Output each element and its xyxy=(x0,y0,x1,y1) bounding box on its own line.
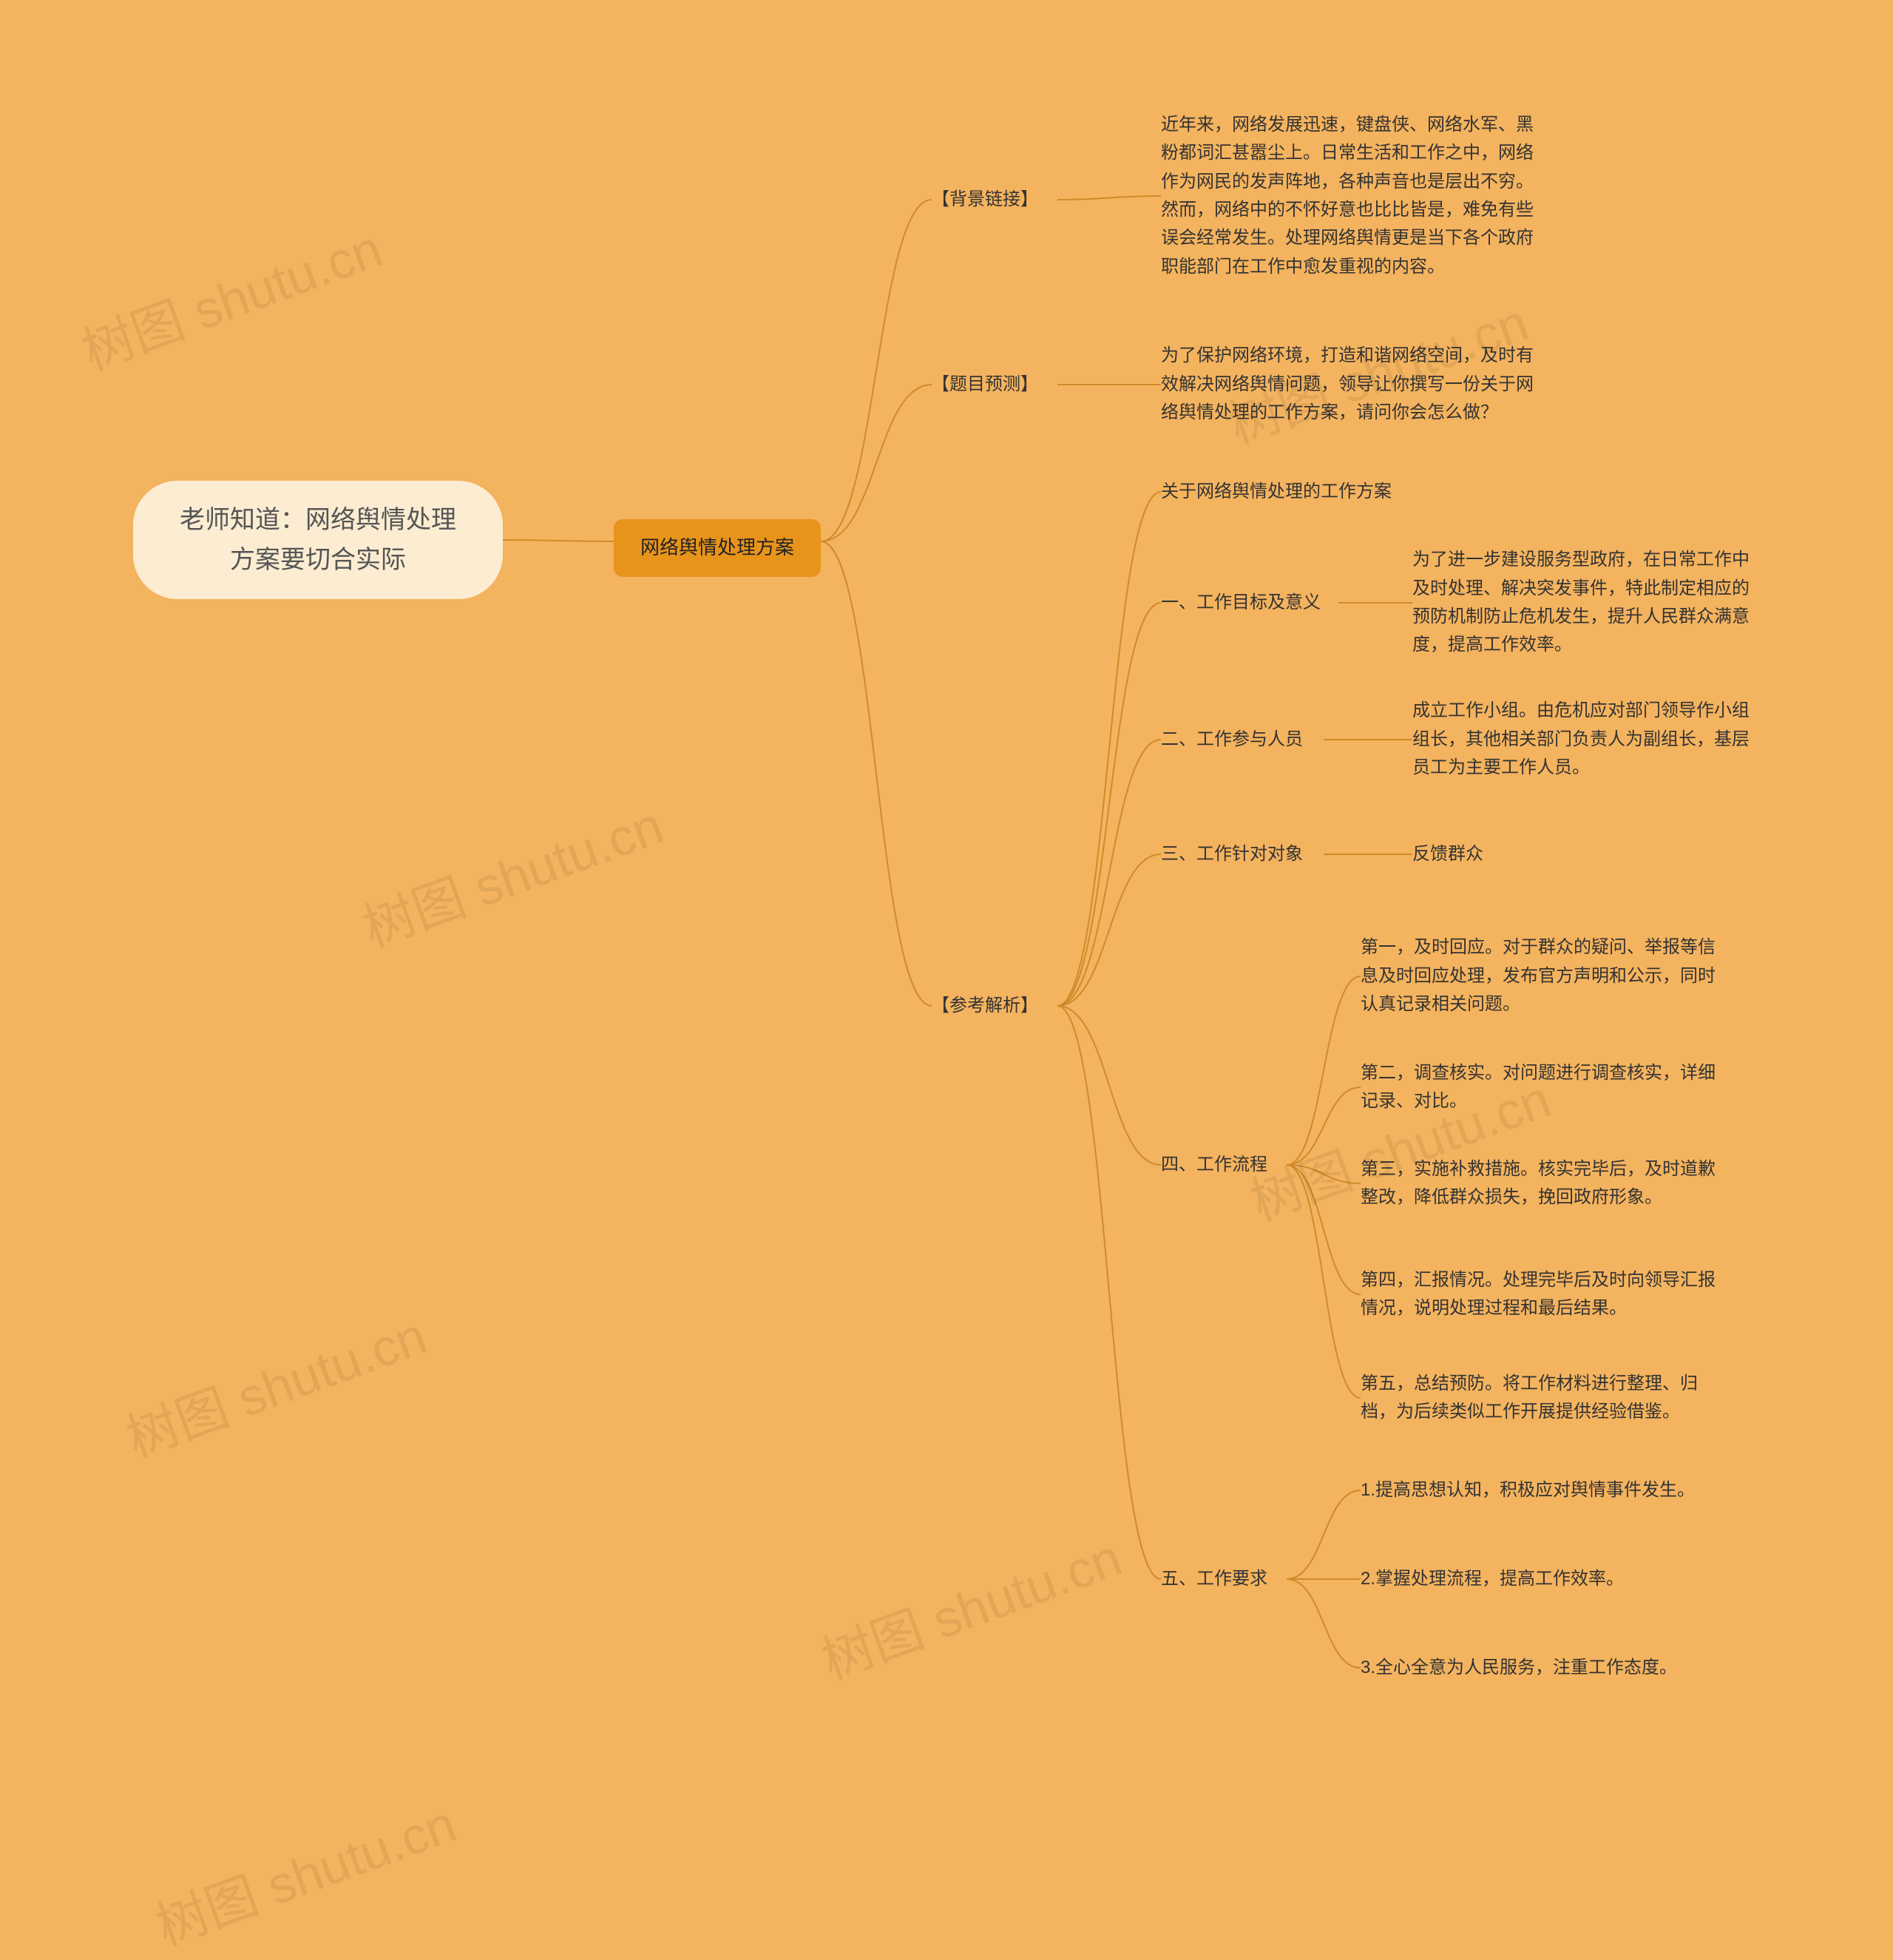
mindmap-edge xyxy=(1057,1006,1161,1165)
mindmap-node: 一、工作目标及意义 xyxy=(1161,588,1338,618)
node-label: 三、工作针对对象 xyxy=(1161,840,1303,868)
node-label: 【背景链接】 xyxy=(932,186,1038,214)
mindmap-node: 【背景链接】 xyxy=(932,185,1057,214)
mindmap-node: 【题目预测】 xyxy=(932,370,1057,399)
node-label: 第四，汇报情况。处理完毕后及时向领导汇报情况，说明处理过程和最后结果。 xyxy=(1361,1266,1723,1323)
node-label: 二、工作参与人员 xyxy=(1161,726,1303,754)
mindmap-edge xyxy=(1287,976,1361,1165)
node-label: 第五，总结预防。将工作材料进行整理、归档，为后续类似工作开展提供经验借鉴。 xyxy=(1361,1370,1723,1427)
node-label: 为了保护网络环境，打造和谐网络空间，及时有效解决网络舆情问题，领导让你撰写一份关… xyxy=(1161,342,1538,427)
mindmap-edge xyxy=(503,540,614,541)
mindmap-node: 成立工作小组。由危机应对部门领导作小组组长，其他相关部门负责人为副组长，基层员工… xyxy=(1412,695,1753,784)
root-label: 老师知道：网络舆情处理方案要切合实际 xyxy=(180,500,456,581)
mindmap-edge xyxy=(1057,740,1161,1006)
mindmap-node: 2.掌握处理流程，提高工作效率。 xyxy=(1361,1564,1656,1594)
mindmap-node: 二、工作参与人员 xyxy=(1161,725,1324,754)
mindmap-node: 为了保护网络环境，打造和谐网络空间，及时有效解决网络舆情问题，领导让你撰写一份关… xyxy=(1161,325,1538,444)
node-label: 第一，及时回应。对于群众的疑问、举报等信息及时回应处理，发布官方声明和公示，同时… xyxy=(1361,933,1723,1018)
mindmap-edge xyxy=(1287,1490,1361,1579)
mindmap-node: 三、工作针对对象 xyxy=(1161,839,1324,869)
node-label: 近年来，网络发展迅速，键盘侠、网络水军、黑粉都词汇甚嚣尘上。日常生活和工作之中，… xyxy=(1161,111,1538,281)
mindmap-edge xyxy=(1057,196,1161,200)
mindmap-edge xyxy=(821,385,932,541)
mindmap-edge xyxy=(1287,1165,1361,1294)
node-label: 一、工作目标及意义 xyxy=(1161,589,1321,617)
mindmap-edge xyxy=(1287,1087,1361,1165)
node-label: 1.提高思想认知，积极应对舆情事件发生。 xyxy=(1361,1476,1695,1504)
node-label: 3.全心全意为人民服务，注重工作态度。 xyxy=(1361,1654,1677,1682)
mindmap-edge xyxy=(1057,1006,1161,1579)
mindmap-edge xyxy=(821,541,932,1006)
mindmap-node: 1.提高思想认知，积极应对舆情事件发生。 xyxy=(1361,1476,1723,1505)
mindmap-edge xyxy=(1287,1579,1361,1668)
node-label: 五、工作要求 xyxy=(1161,1565,1267,1593)
mindmap-node: 第五，总结预防。将工作材料进行整理、归档，为后续类似工作开展提供经验借鉴。 xyxy=(1361,1368,1723,1427)
mindmap-node: 第三，实施补救措施。核实完毕后，及时道歉整改，降低群众损失，挽回政府形象。 xyxy=(1361,1154,1723,1213)
root-node: 老师知道：网络舆情处理方案要切合实际 xyxy=(133,481,503,599)
node-label: 网络舆情处理方案 xyxy=(640,533,794,564)
mindmap-node: 【参考解析】 xyxy=(932,991,1057,1021)
node-label: 关于网络舆情处理的工作方案 xyxy=(1161,478,1392,506)
node-label: 【题目预测】 xyxy=(932,371,1038,399)
mindmap-node: 3.全心全意为人民服务，注重工作态度。 xyxy=(1361,1653,1708,1683)
mindmap-node: 五、工作要求 xyxy=(1161,1564,1287,1594)
node-label: 为了进一步建设服务型政府，在日常工作中及时处理、解决突发事件，特此制定相应的预防… xyxy=(1412,546,1753,660)
mindmap-node: 网络舆情处理方案 xyxy=(614,519,821,577)
node-label: 2.掌握处理流程，提高工作效率。 xyxy=(1361,1565,1624,1593)
mindmap-node: 反馈群众 xyxy=(1412,839,1508,869)
node-label: 四、工作流程 xyxy=(1161,1151,1267,1179)
mindmap-node: 第二，调查核实。对问题进行调查核实，详细记录、对比。 xyxy=(1361,1058,1723,1117)
mindmap-node: 近年来，网络发展迅速，键盘侠、网络水军、黑粉都词汇甚嚣尘上。日常生活和工作之中，… xyxy=(1161,96,1538,296)
mindmap-node: 第一，及时回应。对于群众的疑问、举报等信息及时回应处理，发布官方声明和公示，同时… xyxy=(1361,932,1723,1021)
node-label: 反馈群众 xyxy=(1412,840,1483,868)
mindmap-edge xyxy=(1287,1165,1361,1398)
mindmap-edge xyxy=(1057,603,1161,1006)
mindmap-edge xyxy=(1057,854,1161,1006)
mindmap-edge xyxy=(821,200,932,541)
mindmap-node: 四、工作流程 xyxy=(1161,1150,1287,1180)
mindmap-node: 关于网络舆情处理的工作方案 xyxy=(1161,477,1420,507)
mindmap-node: 第四，汇报情况。处理完毕后及时向领导汇报情况，说明处理过程和最后结果。 xyxy=(1361,1265,1723,1324)
node-label: 【参考解析】 xyxy=(932,992,1038,1020)
node-label: 成立工作小组。由危机应对部门领导作小组组长，其他相关部门负责人为副组长，基层员工… xyxy=(1412,697,1753,782)
node-label: 第三，实施补救措施。核实完毕后，及时道歉整改，降低群众损失，挽回政府形象。 xyxy=(1361,1155,1723,1212)
node-label: 第二，调查核实。对问题进行调查核实，详细记录、对比。 xyxy=(1361,1059,1723,1116)
mindmap-node: 为了进一步建设服务型政府，在日常工作中及时处理、解决突发事件，特此制定相应的预防… xyxy=(1412,544,1753,662)
